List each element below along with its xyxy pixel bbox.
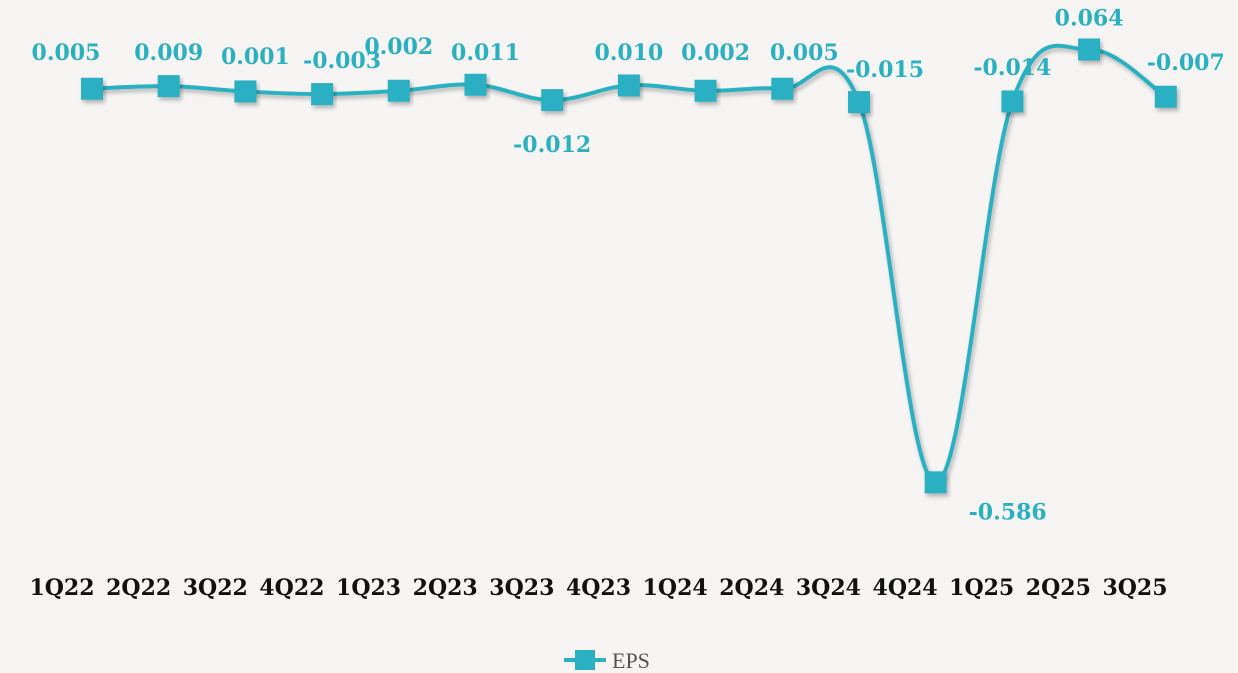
legend: EPS	[564, 648, 650, 673]
data-label-2q24: 0.005	[770, 40, 839, 66]
data-label-1q24: 0.002	[681, 40, 750, 66]
data-point-1q25	[1001, 90, 1024, 113]
x-tick-2q25: 2Q25	[1026, 575, 1091, 601]
data-label-3q22: 0.001	[221, 44, 290, 70]
data-point-1q23	[387, 79, 410, 102]
data-label-2q22: 0.009	[134, 40, 203, 66]
data-label-3q24: -0.015	[846, 57, 924, 83]
x-tick-2q22: 2Q22	[106, 575, 171, 601]
x-tick-3q25: 3Q25	[1102, 575, 1167, 601]
x-tick-1q22: 1Q22	[29, 575, 94, 601]
data-label-1q25: -0.014	[973, 55, 1051, 81]
data-point-1q22	[81, 77, 103, 100]
data-point-2q25	[1078, 38, 1101, 61]
legend-marker-swatch	[575, 650, 595, 670]
data-label-1q23: 0.002	[364, 34, 433, 60]
data-label-2q23: 0.011	[451, 40, 520, 66]
x-tick-4q23: 4Q23	[566, 575, 631, 601]
data-point-4q23	[617, 74, 640, 97]
data-point-3q23	[541, 89, 564, 112]
x-tick-1q25: 1Q25	[949, 575, 1014, 601]
data-point-2q23	[464, 73, 487, 96]
legend-label: EPS	[612, 648, 650, 673]
data-point-4q24	[924, 471, 947, 494]
x-tick-1q24: 1Q24	[643, 575, 708, 601]
data-point-3q22	[234, 80, 257, 103]
x-tick-4q24: 4Q24	[873, 575, 938, 601]
data-label-4q23: 0.010	[594, 40, 663, 66]
data-label-2q25: 0.064	[1055, 5, 1124, 31]
x-tick-4q22: 4Q22	[259, 575, 324, 601]
data-point-2q24	[771, 77, 794, 100]
data-label-3q23: -0.012	[513, 132, 591, 158]
x-tick-3q23: 3Q23	[489, 575, 554, 601]
x-tick-3q24: 3Q24	[796, 575, 861, 601]
data-point-2q22	[157, 75, 180, 98]
data-label-4q24: -0.586	[969, 499, 1047, 525]
data-point-3q25	[1154, 85, 1177, 108]
data-label-4q22: -0.003	[303, 48, 381, 74]
data-point-3q24	[848, 91, 870, 114]
data-point-1q24	[694, 79, 717, 102]
x-tick-1q23: 1Q23	[336, 575, 401, 601]
data-point-4q22	[311, 83, 334, 106]
x-tick-2q24: 2Q24	[719, 575, 784, 601]
data-label-3q25: -0.007	[1147, 50, 1225, 76]
data-label-1q22: 0.005	[32, 40, 101, 66]
x-tick-3q22: 3Q22	[183, 575, 248, 601]
x-tick-2q23: 2Q23	[413, 575, 478, 601]
